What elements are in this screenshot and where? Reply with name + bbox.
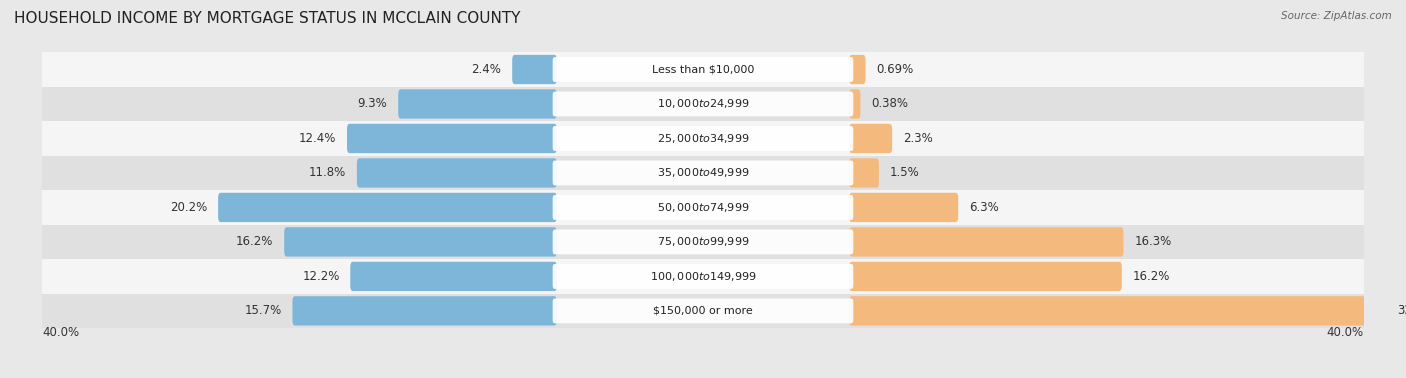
FancyBboxPatch shape <box>25 52 1381 87</box>
FancyBboxPatch shape <box>25 259 1381 294</box>
FancyBboxPatch shape <box>25 225 1381 259</box>
Text: Less than $10,000: Less than $10,000 <box>652 65 754 74</box>
Text: 0.38%: 0.38% <box>872 98 908 110</box>
Text: 40.0%: 40.0% <box>1327 326 1364 339</box>
FancyBboxPatch shape <box>398 89 557 119</box>
FancyBboxPatch shape <box>350 262 557 291</box>
FancyBboxPatch shape <box>849 124 893 153</box>
FancyBboxPatch shape <box>553 57 853 82</box>
FancyBboxPatch shape <box>849 193 959 222</box>
Text: 12.2%: 12.2% <box>302 270 339 283</box>
Text: 0.69%: 0.69% <box>876 63 914 76</box>
Text: HOUSEHOLD INCOME BY MORTGAGE STATUS IN MCCLAIN COUNTY: HOUSEHOLD INCOME BY MORTGAGE STATUS IN M… <box>14 11 520 26</box>
Text: $25,000 to $34,999: $25,000 to $34,999 <box>657 132 749 145</box>
Text: $50,000 to $74,999: $50,000 to $74,999 <box>657 201 749 214</box>
Text: 1.5%: 1.5% <box>890 166 920 180</box>
FancyBboxPatch shape <box>553 229 853 254</box>
FancyBboxPatch shape <box>849 227 1123 257</box>
FancyBboxPatch shape <box>357 158 557 187</box>
FancyBboxPatch shape <box>849 89 860 119</box>
Text: 15.7%: 15.7% <box>245 304 281 318</box>
FancyBboxPatch shape <box>25 190 1381 225</box>
FancyBboxPatch shape <box>553 299 853 323</box>
FancyBboxPatch shape <box>553 195 853 220</box>
Text: 32.2%: 32.2% <box>1396 304 1406 318</box>
Text: 2.4%: 2.4% <box>471 63 502 76</box>
Text: 16.2%: 16.2% <box>1133 270 1170 283</box>
FancyBboxPatch shape <box>218 193 557 222</box>
Text: 16.3%: 16.3% <box>1135 235 1171 248</box>
FancyBboxPatch shape <box>553 264 853 289</box>
Text: 16.2%: 16.2% <box>236 235 273 248</box>
FancyBboxPatch shape <box>849 55 866 84</box>
FancyBboxPatch shape <box>25 87 1381 121</box>
FancyBboxPatch shape <box>284 227 557 257</box>
FancyBboxPatch shape <box>347 124 557 153</box>
FancyBboxPatch shape <box>512 55 557 84</box>
Text: 12.4%: 12.4% <box>299 132 336 145</box>
FancyBboxPatch shape <box>849 158 879 187</box>
Text: $10,000 to $24,999: $10,000 to $24,999 <box>657 98 749 110</box>
Text: $75,000 to $99,999: $75,000 to $99,999 <box>657 235 749 248</box>
FancyBboxPatch shape <box>553 161 853 185</box>
Text: 40.0%: 40.0% <box>42 326 79 339</box>
FancyBboxPatch shape <box>849 262 1122 291</box>
FancyBboxPatch shape <box>25 156 1381 190</box>
Text: 11.8%: 11.8% <box>309 166 346 180</box>
Text: $35,000 to $49,999: $35,000 to $49,999 <box>657 166 749 180</box>
FancyBboxPatch shape <box>25 294 1381 328</box>
FancyBboxPatch shape <box>25 121 1381 156</box>
FancyBboxPatch shape <box>292 296 557 325</box>
FancyBboxPatch shape <box>553 126 853 151</box>
FancyBboxPatch shape <box>849 296 1386 325</box>
Text: 9.3%: 9.3% <box>357 98 388 110</box>
Text: 6.3%: 6.3% <box>969 201 998 214</box>
Text: $150,000 or more: $150,000 or more <box>654 306 752 316</box>
Text: Source: ZipAtlas.com: Source: ZipAtlas.com <box>1281 11 1392 21</box>
Text: 20.2%: 20.2% <box>170 201 207 214</box>
FancyBboxPatch shape <box>553 91 853 116</box>
Text: $100,000 to $149,999: $100,000 to $149,999 <box>650 270 756 283</box>
Text: 2.3%: 2.3% <box>903 132 932 145</box>
